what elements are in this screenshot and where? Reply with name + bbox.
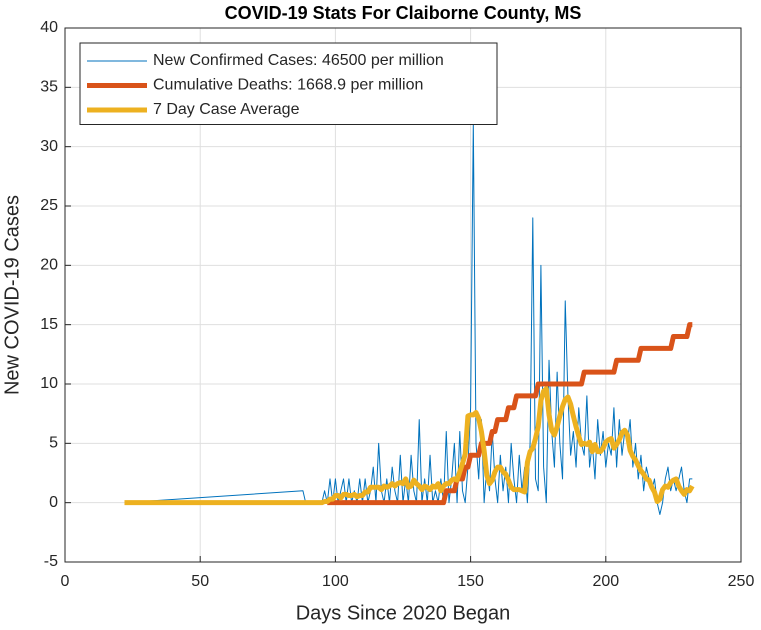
y-tick-label: 10 xyxy=(40,375,58,392)
x-tick-label: 200 xyxy=(592,573,619,590)
legend: New Confirmed Cases: 46500 per million Cu… xyxy=(79,42,498,125)
series-line xyxy=(327,322,693,506)
x-tick-label: 50 xyxy=(191,573,209,590)
series-line xyxy=(124,386,695,506)
chart-title: COVID-19 Stats For Claiborne County, MS xyxy=(225,3,582,23)
y-tick-label: 20 xyxy=(40,257,58,274)
plot-frame xyxy=(64,27,742,563)
x-tick-label: 150 xyxy=(457,573,484,590)
legend-label: 7 Day Case Average xyxy=(153,101,300,118)
y-tick-label: 35 xyxy=(40,79,58,96)
y-tick-label: 25 xyxy=(40,197,58,214)
x-tick-label: 100 xyxy=(322,573,349,590)
x-tick-label: 0 xyxy=(61,573,70,590)
y-tick-label: 0 xyxy=(49,494,58,511)
legend-box xyxy=(79,42,498,125)
y-tick-label: 30 xyxy=(40,138,58,155)
y-tick-label: 15 xyxy=(40,316,58,333)
y-axis-label: New COVID-19 Cases xyxy=(1,195,23,395)
y-tick-label: 5 xyxy=(49,435,58,452)
y-tick-label: -5 xyxy=(44,553,58,570)
x-axis-label: Days Since 2020 Began xyxy=(296,602,511,624)
lines xyxy=(124,122,695,516)
legend-label: Cumulative Deaths: 1668.9 per million xyxy=(153,77,423,94)
x-tick-label: 250 xyxy=(728,573,755,590)
y-tick-label: 40 xyxy=(40,19,58,36)
legend-label: New Confirmed Cases: 46500 per million xyxy=(153,52,444,69)
